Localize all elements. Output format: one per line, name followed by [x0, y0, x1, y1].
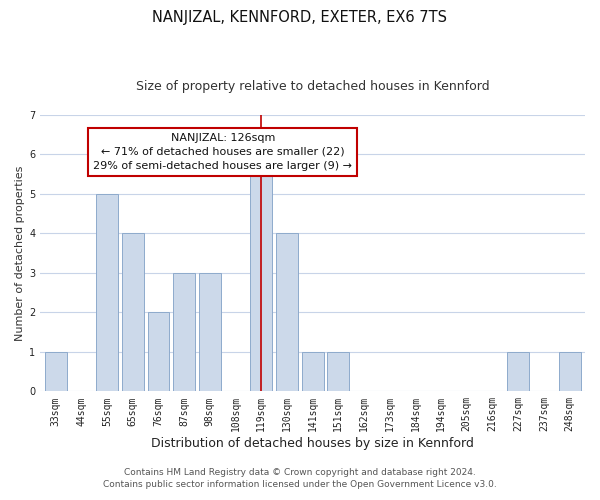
Bar — [96, 194, 118, 392]
Bar — [559, 352, 581, 392]
Text: Contains HM Land Registry data © Crown copyright and database right 2024.
Contai: Contains HM Land Registry data © Crown c… — [103, 468, 497, 489]
Bar — [199, 273, 221, 392]
X-axis label: Distribution of detached houses by size in Kennford: Distribution of detached houses by size … — [151, 437, 474, 450]
Bar — [507, 352, 529, 392]
Title: Size of property relative to detached houses in Kennford: Size of property relative to detached ho… — [136, 80, 490, 93]
Bar — [250, 154, 272, 392]
Bar — [45, 352, 67, 392]
Bar — [276, 234, 298, 392]
Bar — [173, 273, 195, 392]
Bar — [328, 352, 349, 392]
Y-axis label: Number of detached properties: Number of detached properties — [15, 166, 25, 341]
Text: NANJIZAL: 126sqm
← 71% of detached houses are smaller (22)
29% of semi-detached : NANJIZAL: 126sqm ← 71% of detached house… — [93, 133, 352, 171]
Bar — [148, 312, 169, 392]
Text: NANJIZAL, KENNFORD, EXETER, EX6 7TS: NANJIZAL, KENNFORD, EXETER, EX6 7TS — [152, 10, 448, 25]
Bar — [302, 352, 323, 392]
Bar — [122, 234, 143, 392]
